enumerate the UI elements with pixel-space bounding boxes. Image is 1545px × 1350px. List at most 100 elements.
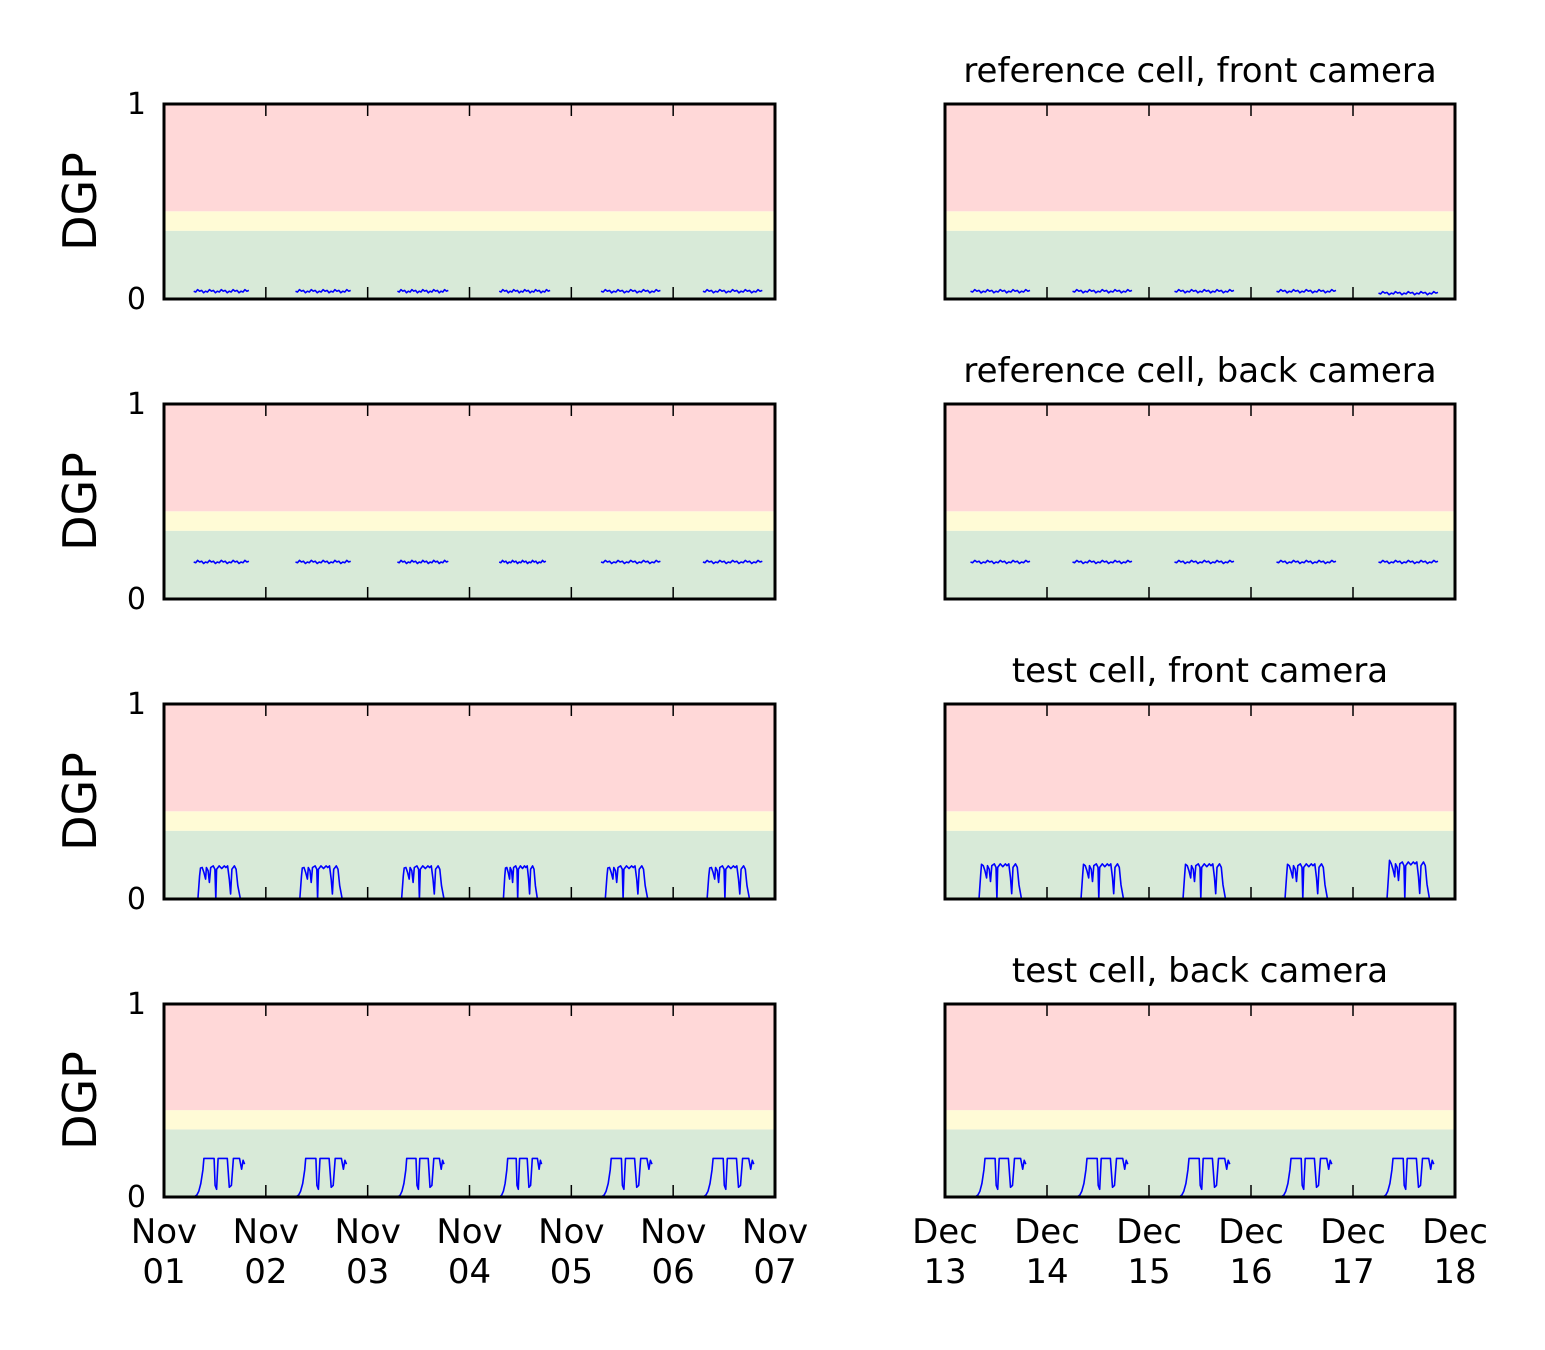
series-line-day-4	[1284, 863, 1329, 900]
series-line-day-3	[1182, 863, 1227, 900]
x-tick-label-line: 07	[753, 1252, 796, 1292]
series-line-day-1	[970, 288, 1031, 294]
zone-band-2	[164, 104, 775, 212]
axes-frame	[943, 702, 1457, 901]
zone-band-1	[945, 211, 1455, 231]
x-tick-label-line: Nov	[436, 1212, 502, 1252]
series-line-day-5	[1386, 859, 1431, 900]
zone-band-2	[164, 404, 775, 512]
series-line-day-5	[1382, 1157, 1435, 1198]
x-tick-label-line: Nov	[233, 1212, 299, 1252]
x-tick-label: Nov 04	[436, 1212, 502, 1292]
series-line-day-4	[498, 288, 551, 294]
series-line-day-3	[400, 865, 445, 900]
series-line-day-3	[1174, 559, 1235, 565]
series-line-day-2	[1072, 288, 1133, 294]
zone-band-1	[164, 1110, 775, 1130]
x-tick-label-line: Nov	[131, 1212, 197, 1252]
x-tick-label-line: 05	[550, 1252, 593, 1292]
x-tick-label: Dec 14	[1014, 1212, 1080, 1292]
series-line-day-1	[978, 863, 1023, 900]
series-line-day-4	[1280, 1157, 1333, 1198]
series-line-day-3	[397, 559, 449, 565]
zone-band-0	[945, 230, 1455, 299]
axes-frame	[943, 1002, 1457, 1199]
series-line-day-5	[1378, 290, 1439, 296]
series-line-day-2	[299, 865, 343, 900]
y-tick-label: 1	[127, 87, 146, 122]
y-tick-label: 0	[127, 1180, 146, 1215]
x-tick-label-line: 13	[923, 1252, 966, 1292]
x-tick-label: Nov 01	[131, 1212, 197, 1292]
y-tick-label: 0	[127, 282, 146, 317]
x-tick-label-line: 15	[1127, 1252, 1170, 1292]
subplot-title: reference cell, front camera	[963, 51, 1436, 91]
zone-band-1	[945, 811, 1455, 831]
y-axis-label: DGP	[53, 1051, 107, 1150]
subplot-title: test cell, back camera	[1012, 951, 1388, 991]
subplot-left-3: 0 1 DGP	[53, 687, 777, 917]
series-line-day-2	[295, 288, 351, 294]
zone-band-1	[945, 1110, 1455, 1130]
x-tick-label: Nov 02	[233, 1212, 299, 1292]
subplot-title: reference cell, back camera	[963, 351, 1436, 391]
x-tick-label: Nov 03	[334, 1212, 400, 1292]
x-tick-label-line: Dec	[1422, 1212, 1488, 1252]
series-line-day-1	[197, 865, 242, 900]
series-line-day-3	[1178, 1157, 1231, 1198]
zone-band-1	[164, 811, 775, 831]
x-tick-label: Dec 13	[912, 1212, 978, 1292]
x-tick-label-line: Dec	[1116, 1212, 1182, 1252]
x-tick-label: Nov 05	[538, 1212, 604, 1292]
x-tick-label-line: 18	[1433, 1252, 1476, 1292]
x-tick-label-line: Dec	[912, 1212, 978, 1252]
series-line-day-4	[498, 559, 547, 565]
x-tick-label-line: Dec	[1218, 1212, 1284, 1252]
series-line-day-4	[502, 865, 539, 900]
series-line-day-5	[1378, 559, 1439, 565]
axes-frame	[943, 402, 1457, 601]
y-tick-label: 1	[127, 687, 146, 722]
subplot-title: test cell, front camera	[1012, 651, 1388, 691]
x-tick-label: Dec 18	[1422, 1212, 1488, 1292]
x-tick-label-line: Nov	[742, 1212, 808, 1252]
x-tick-label-line: 03	[346, 1252, 389, 1292]
y-axis-label: DGP	[53, 152, 107, 251]
x-tick-label-line: Nov	[538, 1212, 604, 1252]
subplot-left-1: 0 1 DGP	[53, 87, 777, 317]
series-line-day-2	[295, 1157, 348, 1198]
zone-band-2	[945, 104, 1455, 212]
series-line-day-2	[295, 559, 351, 565]
series-line-day-3	[397, 288, 449, 294]
subplot-left-2: 0 1 DGP	[53, 387, 777, 617]
series-line-day-5	[604, 865, 649, 900]
zone-band-1	[164, 211, 775, 231]
x-tick-label-line: 01	[142, 1252, 185, 1292]
y-tick-label: 1	[127, 387, 146, 422]
x-tick-label-line: Nov	[334, 1212, 400, 1252]
y-tick-label: 0	[127, 582, 146, 617]
series-line-day-5	[600, 288, 661, 294]
y-axis-label: DGP	[53, 752, 107, 851]
series-line-day-1	[193, 559, 250, 565]
x-tick-label: Dec 15	[1116, 1212, 1182, 1292]
series-line-day-2	[1072, 559, 1133, 565]
subplot-right-3: test cell, front camera	[943, 651, 1457, 901]
series-line-day-1	[193, 1157, 246, 1198]
series-line-day-5	[600, 559, 661, 565]
x-tick-label: Dec 16	[1218, 1212, 1284, 1292]
x-tick-label-line: Nov	[640, 1212, 706, 1252]
zone-band-2	[945, 1004, 1455, 1111]
series-line-day-6	[702, 288, 763, 294]
zone-band-1	[945, 511, 1455, 531]
series-line-day-3	[1174, 288, 1235, 294]
zone-band-2	[164, 704, 775, 812]
zone-band-0	[945, 530, 1455, 599]
series-line-day-4	[1276, 559, 1337, 565]
x-tick-label-line: 17	[1331, 1252, 1374, 1292]
x-tick-label: Nov 07	[742, 1212, 808, 1292]
x-tick-label: Dec 17	[1320, 1212, 1386, 1292]
series-line-day-6	[702, 1157, 755, 1198]
